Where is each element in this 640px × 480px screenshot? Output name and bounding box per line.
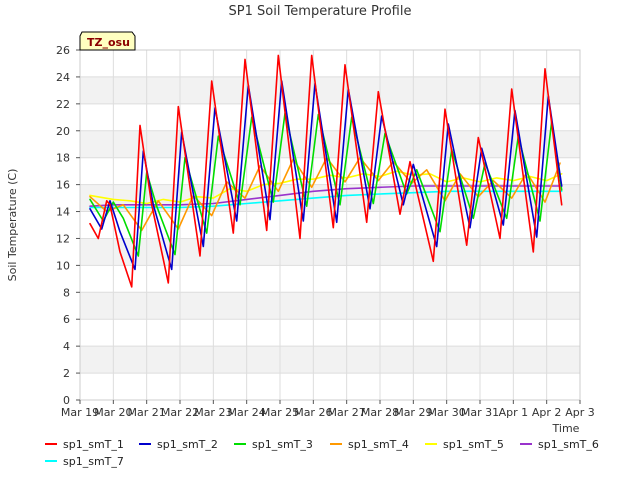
y-axis-label: Soil Temperature (C): [6, 169, 19, 282]
chart-title: SP1 Soil Temperature Profile: [229, 4, 412, 19]
x-tick-label: Mar 23: [194, 406, 232, 419]
y-tick-label: 4: [63, 340, 70, 353]
y-tick-label: 24: [56, 71, 70, 84]
y-tick-label: 10: [56, 259, 70, 272]
legend-label-sp1_smT_3: sp1_smT_3: [252, 438, 313, 451]
x-axis-label: Time: [552, 422, 580, 435]
x-tick-label: Mar 26: [294, 406, 332, 419]
x-tick-label: Mar 30: [428, 406, 466, 419]
series-line-sp1_smT_6: [89, 185, 563, 207]
x-tick-label: Mar 22: [161, 406, 199, 419]
y-tick-label: 12: [56, 232, 70, 245]
plot-band: [80, 130, 580, 158]
plot-band: [80, 103, 580, 131]
plot-band: [80, 292, 580, 320]
station-label: TZ_osu: [87, 36, 130, 49]
grid-lines: [79, 49, 581, 401]
x-tick-label: Mar 27: [328, 406, 366, 419]
x-tick-label: Mar 24: [228, 406, 266, 419]
plot-band: [80, 373, 580, 400]
y-tick-label: 26: [56, 44, 70, 57]
plot-border: [79, 49, 581, 401]
series-lines: [89, 54, 563, 288]
x-tick-label: Mar 25: [261, 406, 299, 419]
y-tick-label: 2: [63, 367, 70, 380]
plot-background: [80, 50, 580, 400]
y-tick-label: 14: [56, 206, 70, 219]
y-tick-label: 18: [56, 152, 70, 165]
legend-label-sp1_smT_7: sp1_smT_7: [63, 455, 124, 468]
y-tick-label: 22: [56, 98, 70, 111]
plot-band: [80, 76, 580, 104]
y-tick-label: 16: [56, 179, 70, 192]
legend-label-sp1_smT_2: sp1_smT_2: [157, 438, 218, 451]
plot-band: [80, 238, 580, 266]
x-tick-label: Mar 28: [361, 406, 399, 419]
x-tick-label: Apr 3: [565, 406, 595, 419]
y-tick-label: 6: [63, 313, 70, 326]
y-tick-label: 20: [56, 125, 70, 138]
x-tick-label: Mar 20: [94, 406, 132, 419]
x-tick-label: Apr 2: [532, 406, 562, 419]
x-tick-label: Mar 21: [128, 406, 166, 419]
series-line-sp1_smT_1: [89, 54, 563, 288]
legend-label-sp1_smT_1: sp1_smT_1: [63, 438, 124, 451]
y-tick-label: 0: [63, 394, 70, 407]
x-tick-label: Mar 31: [461, 406, 499, 419]
legend-label-sp1_smT_5: sp1_smT_5: [443, 438, 504, 451]
plot-band: [80, 265, 580, 293]
legend-label-sp1_smT_4: sp1_smT_4: [348, 438, 409, 451]
y-tick-label: 8: [63, 286, 70, 299]
legend-label-sp1_smT_6: sp1_smT_6: [538, 438, 599, 451]
plot-band: [80, 346, 580, 374]
x-tick-label: Mar 19: [61, 406, 99, 419]
legend: sp1_smT_1 sp1_smT_2 sp1_smT_3 sp1_smT_4 sp1_…: [45, 438, 599, 468]
x-tick-label: Apr 1: [499, 406, 529, 419]
x-tick-label: Mar 29: [394, 406, 432, 419]
station-label-box: TZ_osu: [79, 31, 136, 51]
plot-band: [80, 319, 580, 347]
plot-band: [80, 50, 580, 77]
